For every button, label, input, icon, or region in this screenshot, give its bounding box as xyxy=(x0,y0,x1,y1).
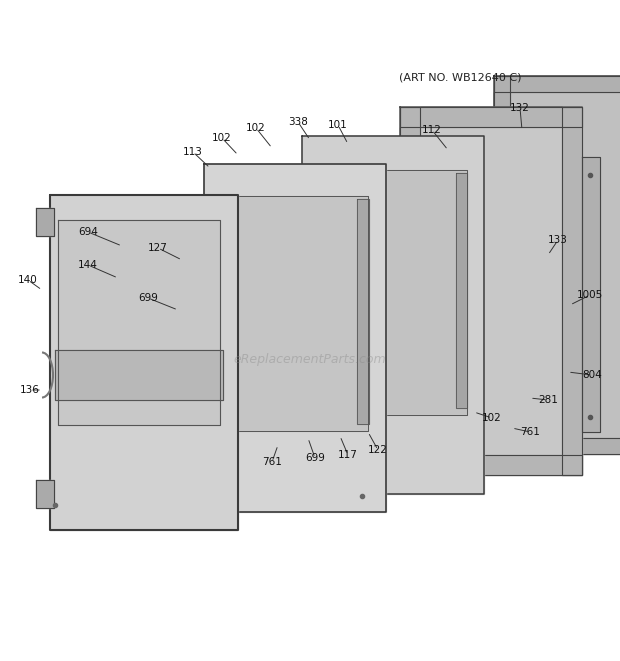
Text: 136: 136 xyxy=(20,385,40,395)
Polygon shape xyxy=(401,455,582,475)
Polygon shape xyxy=(302,136,484,494)
Text: 122: 122 xyxy=(368,445,388,455)
Polygon shape xyxy=(494,76,620,92)
Polygon shape xyxy=(386,147,401,435)
Text: 338: 338 xyxy=(288,117,308,127)
Polygon shape xyxy=(494,76,620,454)
Polygon shape xyxy=(319,170,467,415)
Text: 281: 281 xyxy=(538,395,558,405)
Text: 144: 144 xyxy=(78,260,98,270)
Text: eReplacementParts.com: eReplacementParts.com xyxy=(234,354,386,366)
Text: 101: 101 xyxy=(328,120,348,130)
Text: 113: 113 xyxy=(183,147,203,157)
Text: 804: 804 xyxy=(582,370,602,380)
Polygon shape xyxy=(314,173,325,408)
Polygon shape xyxy=(456,173,467,408)
Text: 761: 761 xyxy=(262,457,282,467)
Polygon shape xyxy=(58,220,220,425)
Text: 699: 699 xyxy=(138,293,158,303)
Polygon shape xyxy=(582,157,600,432)
Polygon shape xyxy=(562,107,582,475)
Polygon shape xyxy=(401,107,420,475)
Text: 132: 132 xyxy=(510,103,530,113)
Polygon shape xyxy=(215,199,227,424)
Text: 127: 127 xyxy=(148,243,168,253)
Text: 102: 102 xyxy=(246,123,266,133)
Text: 699: 699 xyxy=(305,453,325,463)
Polygon shape xyxy=(220,196,368,431)
Polygon shape xyxy=(401,107,582,127)
Text: 140: 140 xyxy=(18,275,38,285)
Text: 133: 133 xyxy=(548,235,568,245)
Text: 694: 694 xyxy=(78,227,98,237)
Polygon shape xyxy=(36,208,54,236)
Text: 102: 102 xyxy=(212,133,232,143)
Text: (ART NO. WB12640 C): (ART NO. WB12640 C) xyxy=(399,73,521,83)
Polygon shape xyxy=(494,76,510,454)
Polygon shape xyxy=(50,195,238,530)
Text: 102: 102 xyxy=(482,413,502,423)
Polygon shape xyxy=(55,350,223,400)
Text: 1005: 1005 xyxy=(577,290,603,300)
Polygon shape xyxy=(494,438,620,454)
Polygon shape xyxy=(36,480,54,508)
Polygon shape xyxy=(357,199,369,424)
Polygon shape xyxy=(204,164,386,512)
Text: 761: 761 xyxy=(520,427,540,437)
Text: 117: 117 xyxy=(338,450,358,460)
Polygon shape xyxy=(401,107,582,475)
Text: 112: 112 xyxy=(422,125,442,135)
